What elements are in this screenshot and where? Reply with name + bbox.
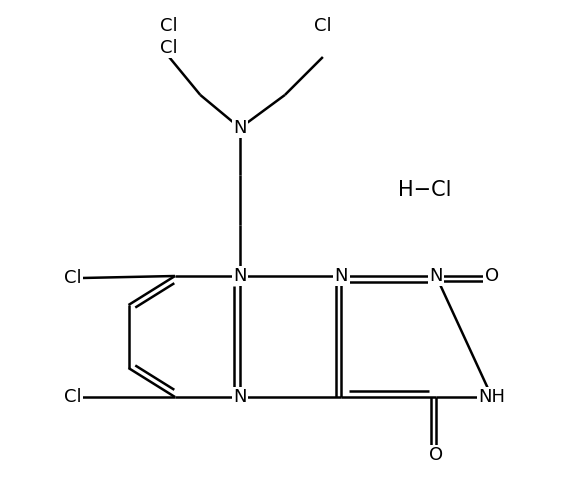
Text: O: O [485, 267, 499, 285]
Text: N: N [335, 267, 348, 285]
Text: N: N [429, 267, 443, 285]
Text: N: N [233, 388, 247, 406]
Text: N: N [233, 267, 247, 285]
Text: NH: NH [478, 388, 506, 406]
Text: Cl: Cl [160, 17, 178, 36]
Text: N: N [335, 267, 348, 285]
Text: O: O [429, 446, 443, 464]
Text: N: N [233, 267, 247, 285]
Text: Cl: Cl [160, 39, 178, 57]
Text: Cl: Cl [314, 17, 332, 36]
Text: Cl: Cl [64, 388, 82, 406]
Text: Cl: Cl [64, 269, 82, 287]
Text: H−Cl: H−Cl [398, 180, 451, 200]
Text: N: N [233, 119, 247, 137]
Text: N: N [233, 388, 247, 406]
